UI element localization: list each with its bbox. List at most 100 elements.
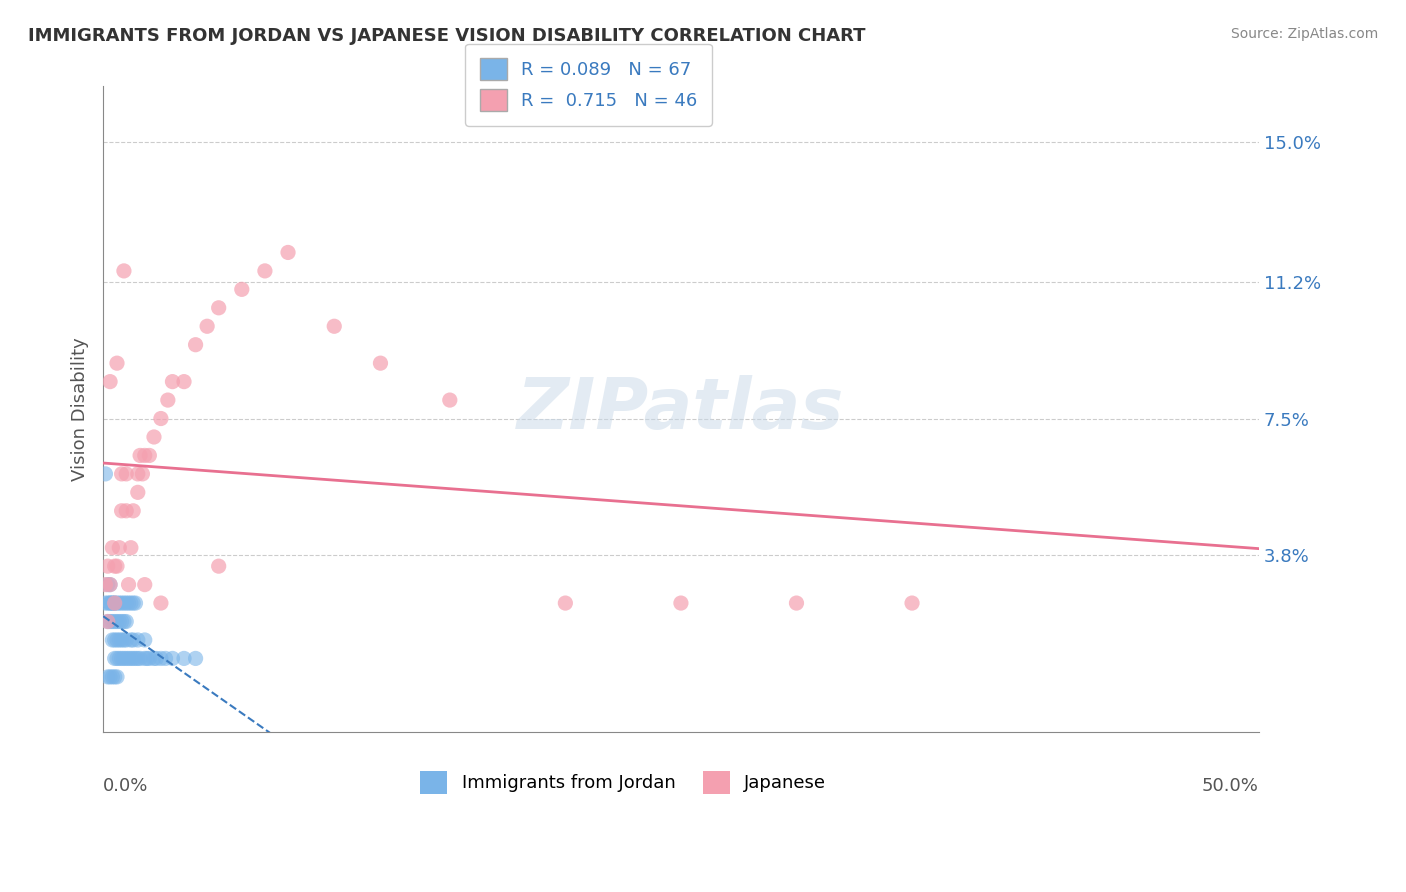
- Point: [129, 449, 152, 463]
- Point: [143, 430, 166, 444]
- Point: [208, 301, 231, 315]
- Point: [370, 356, 392, 370]
- Text: IMMIGRANTS FROM JORDAN VS JAPANESE VISION DISABILITY CORRELATION CHART: IMMIGRANTS FROM JORDAN VS JAPANESE VISIO…: [28, 27, 866, 45]
- Point: [155, 651, 177, 665]
- Point: [104, 596, 127, 610]
- Point: [110, 504, 132, 518]
- Point: [104, 651, 127, 665]
- Point: [97, 615, 120, 629]
- Point: [101, 615, 124, 629]
- Point: [108, 632, 131, 647]
- Point: [195, 319, 218, 334]
- Point: [120, 632, 142, 647]
- Point: [105, 651, 128, 665]
- Point: [112, 651, 135, 665]
- Point: [104, 596, 127, 610]
- Text: 0.0%: 0.0%: [103, 778, 149, 796]
- Point: [145, 651, 167, 665]
- Point: [143, 651, 166, 665]
- Legend: Immigrants from Jordan, Japanese: Immigrants from Jordan, Japanese: [413, 764, 834, 801]
- Point: [98, 375, 121, 389]
- Point: [98, 577, 121, 591]
- Point: [105, 596, 128, 610]
- Point: [112, 596, 135, 610]
- Point: [110, 615, 132, 629]
- Point: [105, 670, 128, 684]
- Point: [127, 467, 149, 481]
- Point: [101, 596, 124, 610]
- Point: [112, 632, 135, 647]
- Point: [184, 651, 207, 665]
- Point: [110, 467, 132, 481]
- Point: [115, 596, 138, 610]
- Point: [156, 393, 179, 408]
- Point: [439, 393, 461, 408]
- Point: [120, 541, 142, 555]
- Point: [105, 356, 128, 370]
- Point: [134, 651, 156, 665]
- Point: [94, 467, 117, 481]
- Point: [122, 596, 145, 610]
- Point: [110, 596, 132, 610]
- Point: [98, 615, 121, 629]
- Point: [115, 651, 138, 665]
- Point: [117, 577, 139, 591]
- Text: 50.0%: 50.0%: [1202, 778, 1258, 796]
- Point: [112, 264, 135, 278]
- Point: [136, 651, 159, 665]
- Point: [97, 615, 120, 629]
- Point: [104, 559, 127, 574]
- Point: [98, 596, 121, 610]
- Point: [131, 467, 153, 481]
- Point: [231, 282, 253, 296]
- Point: [101, 541, 124, 555]
- Point: [108, 541, 131, 555]
- Point: [94, 577, 117, 591]
- Point: [104, 596, 127, 610]
- Point: [134, 632, 156, 647]
- Point: [208, 559, 231, 574]
- Point: [101, 596, 124, 610]
- Point: [108, 596, 131, 610]
- Point: [110, 632, 132, 647]
- Point: [253, 264, 276, 278]
- Point: [117, 651, 139, 665]
- Point: [149, 596, 172, 610]
- Point: [120, 596, 142, 610]
- Point: [785, 596, 807, 610]
- Text: Source: ZipAtlas.com: Source: ZipAtlas.com: [1230, 27, 1378, 41]
- Point: [108, 615, 131, 629]
- Point: [97, 596, 120, 610]
- Point: [138, 449, 160, 463]
- Point: [120, 651, 142, 665]
- Point: [127, 632, 149, 647]
- Point: [129, 651, 152, 665]
- Point: [277, 245, 299, 260]
- Point: [323, 319, 346, 334]
- Point: [98, 670, 121, 684]
- Point: [97, 559, 120, 574]
- Point: [101, 670, 124, 684]
- Point: [184, 337, 207, 351]
- Point: [127, 651, 149, 665]
- Point: [105, 632, 128, 647]
- Point: [101, 632, 124, 647]
- Text: ZIPatlas: ZIPatlas: [517, 375, 845, 444]
- Point: [105, 615, 128, 629]
- Point: [127, 485, 149, 500]
- Point: [105, 559, 128, 574]
- Point: [173, 375, 195, 389]
- Point: [108, 651, 131, 665]
- Point: [554, 596, 576, 610]
- Point: [98, 577, 121, 591]
- Point: [112, 615, 135, 629]
- Point: [104, 632, 127, 647]
- Point: [115, 632, 138, 647]
- Point: [122, 504, 145, 518]
- Point: [124, 596, 146, 610]
- Point: [134, 577, 156, 591]
- Point: [97, 577, 120, 591]
- Point: [162, 651, 184, 665]
- Point: [104, 615, 127, 629]
- Point: [124, 651, 146, 665]
